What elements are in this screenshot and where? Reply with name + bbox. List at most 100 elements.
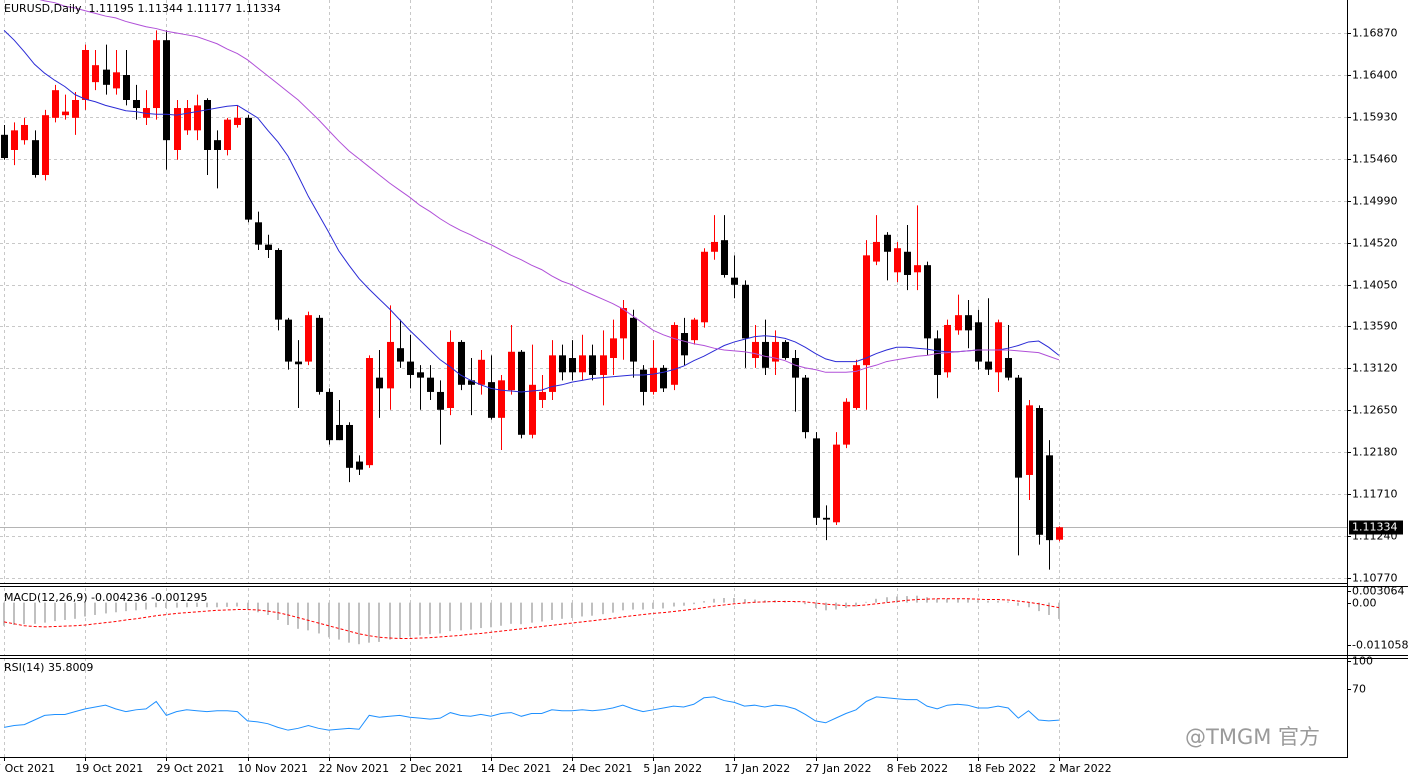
macd-bar <box>44 602 46 623</box>
macd-bar <box>368 602 370 643</box>
candle-body <box>32 140 39 175</box>
macd-bar <box>155 602 157 608</box>
macd-bar <box>84 602 86 617</box>
macd-bar <box>693 602 695 605</box>
candle-body <box>792 358 799 378</box>
candle-body <box>305 315 312 362</box>
candle-body <box>549 355 556 392</box>
macd-bar <box>733 598 735 603</box>
macd-bar <box>561 602 563 619</box>
candle-body <box>387 341 394 389</box>
macd-bar <box>723 598 725 603</box>
macd-bar <box>34 602 36 624</box>
macd-bar <box>94 602 96 615</box>
candle-body <box>1036 408 1043 535</box>
candle-body <box>214 140 221 150</box>
candle-body <box>660 367 667 389</box>
candle-body <box>731 277 738 285</box>
candle-body <box>224 119 231 150</box>
panel-title: EURUSD,Daily 1.11195 1.11344 1.11177 1.1… <box>4 2 281 15</box>
candle-body <box>630 317 637 362</box>
macd-bar <box>997 600 999 603</box>
candle-body <box>579 355 586 373</box>
candle-body <box>975 322 982 362</box>
candle-body <box>529 384 536 435</box>
candle-body <box>508 351 515 391</box>
candle-body <box>813 438 820 518</box>
candle-body <box>518 351 525 435</box>
candle-body <box>92 65 99 83</box>
macd-bar <box>23 602 25 625</box>
macd-bar <box>13 602 15 625</box>
candle-body <box>234 117 241 125</box>
candle-body <box>610 338 617 359</box>
panel-title: MACD(12,26,9) -0.004236 -0.001295 <box>4 591 207 604</box>
marks-layer <box>1 0 1063 731</box>
macd-bar <box>744 599 746 603</box>
y-tick-label: 1.11710 <box>1352 488 1398 501</box>
candle-body <box>184 108 191 131</box>
macd-bar <box>389 602 391 640</box>
candle-body <box>488 382 495 418</box>
y-tick-label: 1.13120 <box>1352 362 1398 375</box>
macd-bar <box>490 602 492 628</box>
macd-bar <box>845 602 847 609</box>
macd-bar <box>328 602 330 638</box>
macd-bar <box>703 601 705 603</box>
macd-bar <box>957 598 959 603</box>
macd-bar <box>470 602 472 630</box>
macd-bar <box>419 602 421 636</box>
candle-body <box>336 424 343 441</box>
macd-bar <box>145 602 147 610</box>
candle-body <box>640 369 647 392</box>
y-tick-label: 1.15460 <box>1352 153 1398 166</box>
panel-title: RSI(14) 35.8009 <box>4 661 93 674</box>
macd-bar <box>64 602 66 620</box>
candle-body <box>1046 455 1053 541</box>
candle-body <box>600 355 607 375</box>
macd-bar <box>896 596 898 603</box>
macd-bar <box>267 602 269 615</box>
x-tick-label: 24 Dec 2021 <box>562 762 632 775</box>
macd-bar <box>460 602 462 631</box>
y-tick-label: 1.15930 <box>1352 111 1398 124</box>
macd-bar <box>906 596 908 603</box>
candle-body <box>965 315 972 331</box>
candle-body <box>62 111 69 116</box>
macd-bar <box>713 598 715 603</box>
x-tick-label: 5 Jan 2022 <box>643 762 702 775</box>
candle-body <box>681 333 688 356</box>
macd-bar <box>399 602 401 639</box>
x-tick-label: 8 Feb 2022 <box>887 762 948 775</box>
candle-body <box>133 99 140 109</box>
y-tick-label: 1.14050 <box>1352 279 1398 292</box>
x-tick-label: 2 Mar 2022 <box>1049 762 1112 775</box>
macd-bar <box>1017 602 1019 606</box>
moving-average-line <box>3 30 1060 393</box>
candle-body <box>417 372 424 378</box>
candle-body <box>255 222 262 245</box>
candle-body <box>498 380 505 418</box>
macd-bar <box>987 600 989 603</box>
macd-bar <box>632 602 634 610</box>
macd-bar <box>571 602 573 619</box>
y-tick-label: -0.011058 <box>1352 639 1408 652</box>
candle-body <box>691 319 698 341</box>
watermark: @TMGM 官方 <box>1185 725 1320 749</box>
macd-bar <box>318 602 320 634</box>
candle-body <box>721 240 728 275</box>
macd-bar <box>1058 602 1060 619</box>
candle-body <box>1 134 8 159</box>
candle-body <box>772 341 779 362</box>
candle-body <box>1005 358 1012 378</box>
macd-bar <box>804 602 806 605</box>
candle-body <box>437 391 444 410</box>
candle-body <box>52 90 59 118</box>
candle-body <box>468 380 475 385</box>
candle-body <box>478 359 485 385</box>
macd-bar <box>865 601 867 603</box>
macd-bar <box>551 602 553 620</box>
macd-bar <box>683 602 685 606</box>
candle-body <box>955 315 962 331</box>
